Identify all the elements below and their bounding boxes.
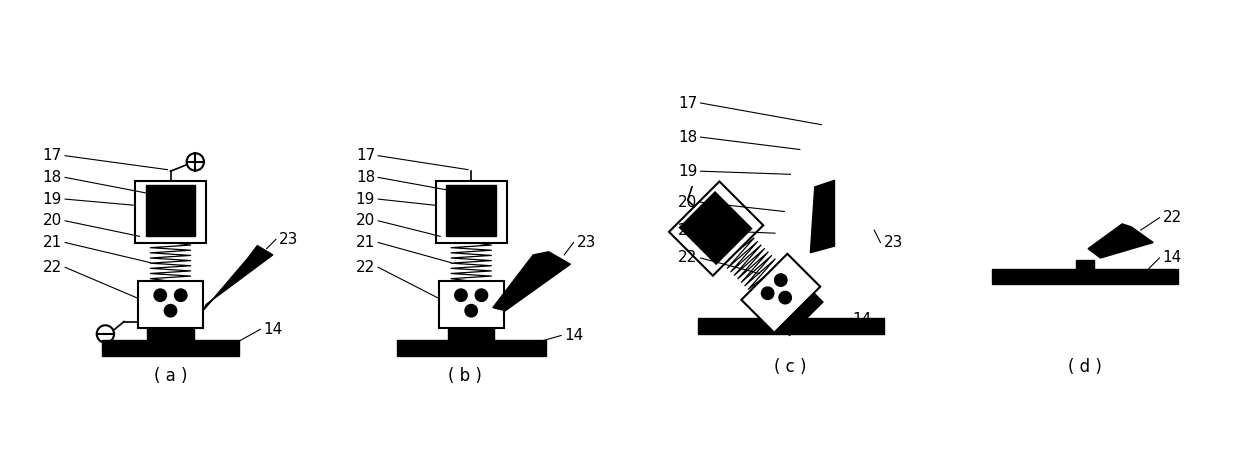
- Text: 17: 17: [678, 95, 697, 110]
- Text: 20: 20: [42, 213, 62, 228]
- Text: ( c ): ( c ): [774, 357, 807, 375]
- Text: 17: 17: [42, 148, 62, 163]
- Bar: [102, 340, 238, 355]
- Circle shape: [455, 289, 467, 301]
- Polygon shape: [670, 182, 764, 276]
- Polygon shape: [203, 246, 273, 311]
- Text: 21: 21: [42, 235, 62, 250]
- Circle shape: [154, 289, 166, 301]
- Text: 19: 19: [356, 192, 374, 207]
- Bar: [1076, 260, 1094, 269]
- Polygon shape: [1089, 224, 1153, 258]
- Circle shape: [475, 289, 487, 301]
- Circle shape: [164, 305, 176, 317]
- Bar: [148, 328, 193, 340]
- Circle shape: [775, 274, 787, 286]
- Circle shape: [465, 305, 477, 317]
- Bar: [138, 281, 203, 328]
- Text: 14: 14: [564, 328, 584, 343]
- Bar: [146, 185, 196, 236]
- Text: 23: 23: [883, 235, 903, 250]
- Text: 14: 14: [1163, 251, 1182, 266]
- Text: 18: 18: [42, 170, 62, 185]
- Bar: [448, 328, 495, 340]
- Text: 21: 21: [678, 222, 697, 237]
- Text: 14: 14: [263, 322, 283, 337]
- Text: 19: 19: [42, 192, 62, 207]
- Bar: [397, 340, 546, 355]
- Text: ( d ): ( d ): [1068, 357, 1102, 375]
- Text: 22: 22: [356, 260, 374, 275]
- Text: 22: 22: [1163, 210, 1182, 225]
- Text: 17: 17: [356, 148, 374, 163]
- Text: 20: 20: [356, 213, 374, 228]
- Text: 19: 19: [678, 164, 697, 179]
- Bar: [435, 181, 507, 242]
- Polygon shape: [680, 192, 751, 264]
- Text: 18: 18: [356, 170, 374, 185]
- Circle shape: [175, 289, 187, 301]
- Polygon shape: [811, 180, 835, 253]
- Bar: [697, 318, 883, 334]
- Bar: [992, 269, 1178, 284]
- Text: 20: 20: [678, 195, 697, 210]
- Circle shape: [779, 291, 791, 304]
- Text: 14: 14: [853, 312, 872, 327]
- Bar: [135, 181, 206, 242]
- Polygon shape: [492, 252, 570, 311]
- Polygon shape: [781, 293, 822, 335]
- Polygon shape: [742, 254, 820, 333]
- Text: 22: 22: [42, 260, 62, 275]
- Bar: [439, 281, 503, 328]
- Circle shape: [761, 287, 774, 300]
- Text: 22: 22: [678, 251, 697, 266]
- Text: ( a ): ( a ): [154, 367, 187, 385]
- Text: 21: 21: [356, 235, 374, 250]
- Bar: [446, 185, 496, 236]
- Text: 23: 23: [279, 232, 299, 247]
- Text: 18: 18: [678, 129, 697, 145]
- Text: 23: 23: [577, 235, 596, 250]
- Text: ( b ): ( b ): [448, 367, 482, 385]
